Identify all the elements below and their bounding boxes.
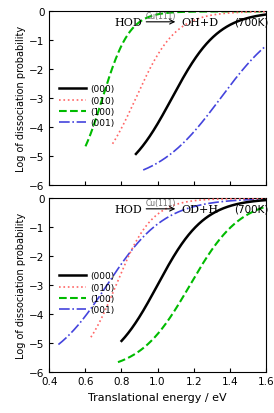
Text: HOD: HOD xyxy=(114,204,142,214)
Text: OD+H: OD+H xyxy=(181,204,218,214)
Text: HOD: HOD xyxy=(114,18,142,28)
Text: Cu(111): Cu(111) xyxy=(145,12,176,21)
Text: OH+D: OH+D xyxy=(181,18,218,28)
Text: (700K): (700K) xyxy=(234,18,269,28)
Y-axis label: Log of dissociation probability: Log of dissociation probability xyxy=(16,26,26,172)
Text: (700K): (700K) xyxy=(234,204,269,214)
Text: Cu(111): Cu(111) xyxy=(145,199,176,208)
Legend: (000), (010), (100), (001): (000), (010), (100), (001) xyxy=(58,84,116,129)
Y-axis label: Log of dissociation probability: Log of dissociation probability xyxy=(16,212,26,358)
X-axis label: Translational energy / eV: Translational energy / eV xyxy=(88,392,227,402)
Legend: (000), (010), (100), (001): (000), (010), (100), (001) xyxy=(58,271,116,316)
